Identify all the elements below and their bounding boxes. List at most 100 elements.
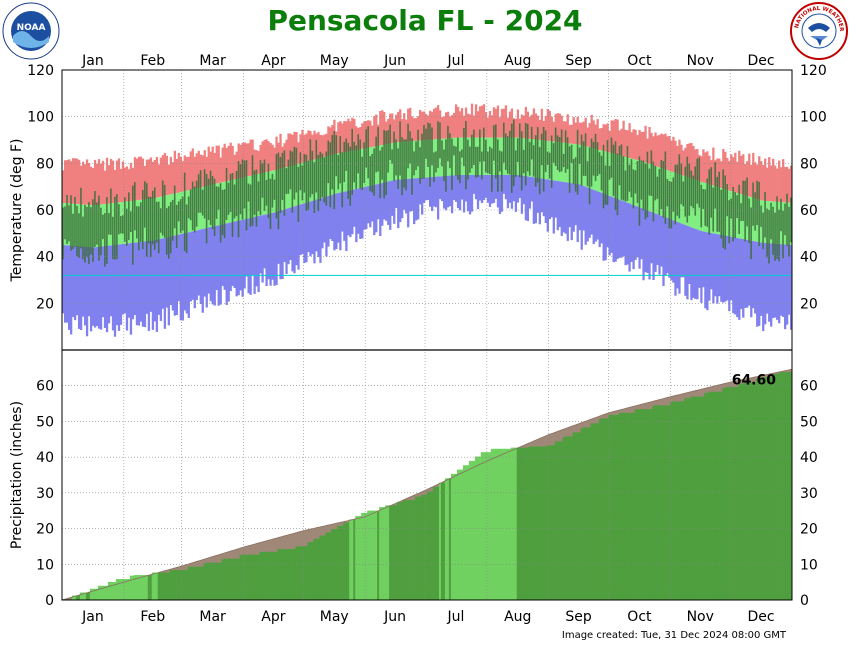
precip-observed-bar bbox=[614, 414, 617, 600]
observed-temp-bar bbox=[283, 150, 286, 216]
record-high-bar bbox=[788, 168, 791, 203]
precip-observed-bar bbox=[622, 412, 625, 600]
observed-temp-bar bbox=[139, 202, 142, 242]
record-low-bar bbox=[113, 244, 117, 337]
precip-observed-bar bbox=[712, 391, 715, 600]
record-high-bar bbox=[161, 155, 165, 197]
record-low-bar bbox=[285, 208, 288, 275]
record-low-bar bbox=[502, 175, 506, 194]
record-low-bar bbox=[251, 217, 254, 276]
record-low-bar bbox=[89, 247, 93, 332]
record-high-bar bbox=[301, 129, 304, 163]
observed-temp-bar bbox=[636, 161, 639, 203]
record-high-bar bbox=[652, 136, 655, 166]
record-low-bar bbox=[307, 201, 310, 253]
observed-temp-bar bbox=[652, 161, 655, 222]
observed-temp-bar bbox=[668, 181, 671, 229]
precip-observed-bar bbox=[419, 496, 422, 600]
record-low-bar bbox=[357, 188, 360, 234]
record-high-bar bbox=[135, 158, 139, 201]
observed-temp-bar bbox=[620, 144, 623, 200]
observed-temp-bar bbox=[487, 151, 489, 174]
precip-observed-bar bbox=[610, 414, 613, 600]
precip-observed-bar bbox=[522, 447, 526, 600]
record-high-bar bbox=[321, 135, 324, 158]
record-high-bar bbox=[353, 118, 356, 151]
record-high-bar bbox=[347, 118, 350, 152]
record-high-bar bbox=[716, 158, 719, 187]
record-high-bar bbox=[610, 120, 613, 154]
observed-temp-bar bbox=[754, 192, 756, 231]
observed-temp-bar bbox=[88, 202, 90, 264]
record-high-bar bbox=[656, 135, 659, 167]
record-high-bar bbox=[201, 155, 204, 187]
record-high-bar bbox=[552, 121, 555, 142]
observed-temp-bar bbox=[425, 128, 427, 159]
record-low-bar bbox=[155, 239, 159, 332]
record-high-bar bbox=[337, 122, 340, 154]
record-high-bar bbox=[77, 159, 81, 205]
precip-observed-bar bbox=[576, 432, 579, 600]
record-high-bar bbox=[702, 149, 705, 183]
precip-observed-bar bbox=[432, 487, 436, 600]
record-high-bar bbox=[480, 105, 484, 138]
precip-observed-bar bbox=[415, 496, 418, 600]
record-low-bar bbox=[189, 231, 192, 302]
record-high-bar bbox=[596, 119, 599, 150]
record-high-bar bbox=[434, 107, 438, 140]
precip-observed-bar bbox=[600, 418, 603, 600]
record-low-bar bbox=[151, 240, 155, 330]
observed-temp-bar bbox=[100, 207, 102, 256]
observed-temp-bar bbox=[369, 156, 371, 192]
precip-observed-bar bbox=[684, 398, 687, 600]
observed-temp-bar bbox=[225, 167, 228, 220]
record-high-bar bbox=[69, 161, 73, 204]
precip-observed-bar bbox=[389, 505, 392, 600]
record-high-bar bbox=[311, 134, 314, 161]
observed-temp-bar bbox=[255, 169, 258, 227]
observed-temp-bar bbox=[72, 213, 74, 250]
record-low-bar bbox=[139, 241, 143, 322]
record-high-bar bbox=[638, 129, 641, 161]
record-low-bar bbox=[708, 232, 711, 301]
record-high-bar bbox=[754, 162, 757, 199]
precip-observed-bar bbox=[411, 500, 414, 600]
record-low-bar bbox=[245, 218, 248, 277]
record-low-bar bbox=[321, 197, 324, 249]
observed-temp-bar bbox=[137, 206, 140, 251]
record-high-bar bbox=[369, 120, 372, 148]
precip-observed-bar bbox=[247, 554, 250, 600]
record-low-bar bbox=[532, 177, 536, 224]
record-low-bar bbox=[269, 213, 272, 286]
observed-temp-bar bbox=[397, 148, 399, 189]
record-low-bar bbox=[247, 218, 250, 294]
observed-temp-bar bbox=[433, 152, 435, 183]
precip-observed-bar bbox=[77, 595, 81, 600]
record-low-bar bbox=[514, 175, 518, 212]
precip-observed-bar bbox=[740, 383, 743, 600]
temp-ytick-left: 80 bbox=[36, 156, 54, 172]
precip-observed-bar bbox=[512, 447, 516, 600]
observed-temp-bar bbox=[524, 123, 527, 186]
precip-observed-bar bbox=[263, 551, 266, 600]
observed-temp-bar bbox=[716, 176, 719, 232]
record-high-bar bbox=[566, 114, 569, 144]
record-low-bar bbox=[542, 178, 545, 217]
record-low-bar bbox=[746, 239, 749, 308]
record-low-bar bbox=[295, 205, 298, 266]
record-low-bar bbox=[500, 175, 504, 212]
observed-temp-bar bbox=[457, 137, 459, 180]
record-high-bar bbox=[474, 104, 478, 138]
record-low-bar bbox=[243, 219, 246, 289]
record-high-bar bbox=[628, 123, 631, 159]
observed-temp-bar bbox=[331, 135, 334, 190]
record-low-bar bbox=[616, 198, 619, 259]
precip-observed-bar bbox=[183, 569, 186, 600]
precip-observed-bar bbox=[293, 549, 296, 600]
record-high-bar bbox=[458, 111, 462, 138]
precip-observed-bar bbox=[434, 487, 438, 600]
precip-observed-bar bbox=[281, 549, 284, 600]
precip-observed-bar bbox=[492, 448, 496, 600]
record-high-bar bbox=[556, 113, 559, 143]
record-low-bar bbox=[696, 229, 699, 300]
